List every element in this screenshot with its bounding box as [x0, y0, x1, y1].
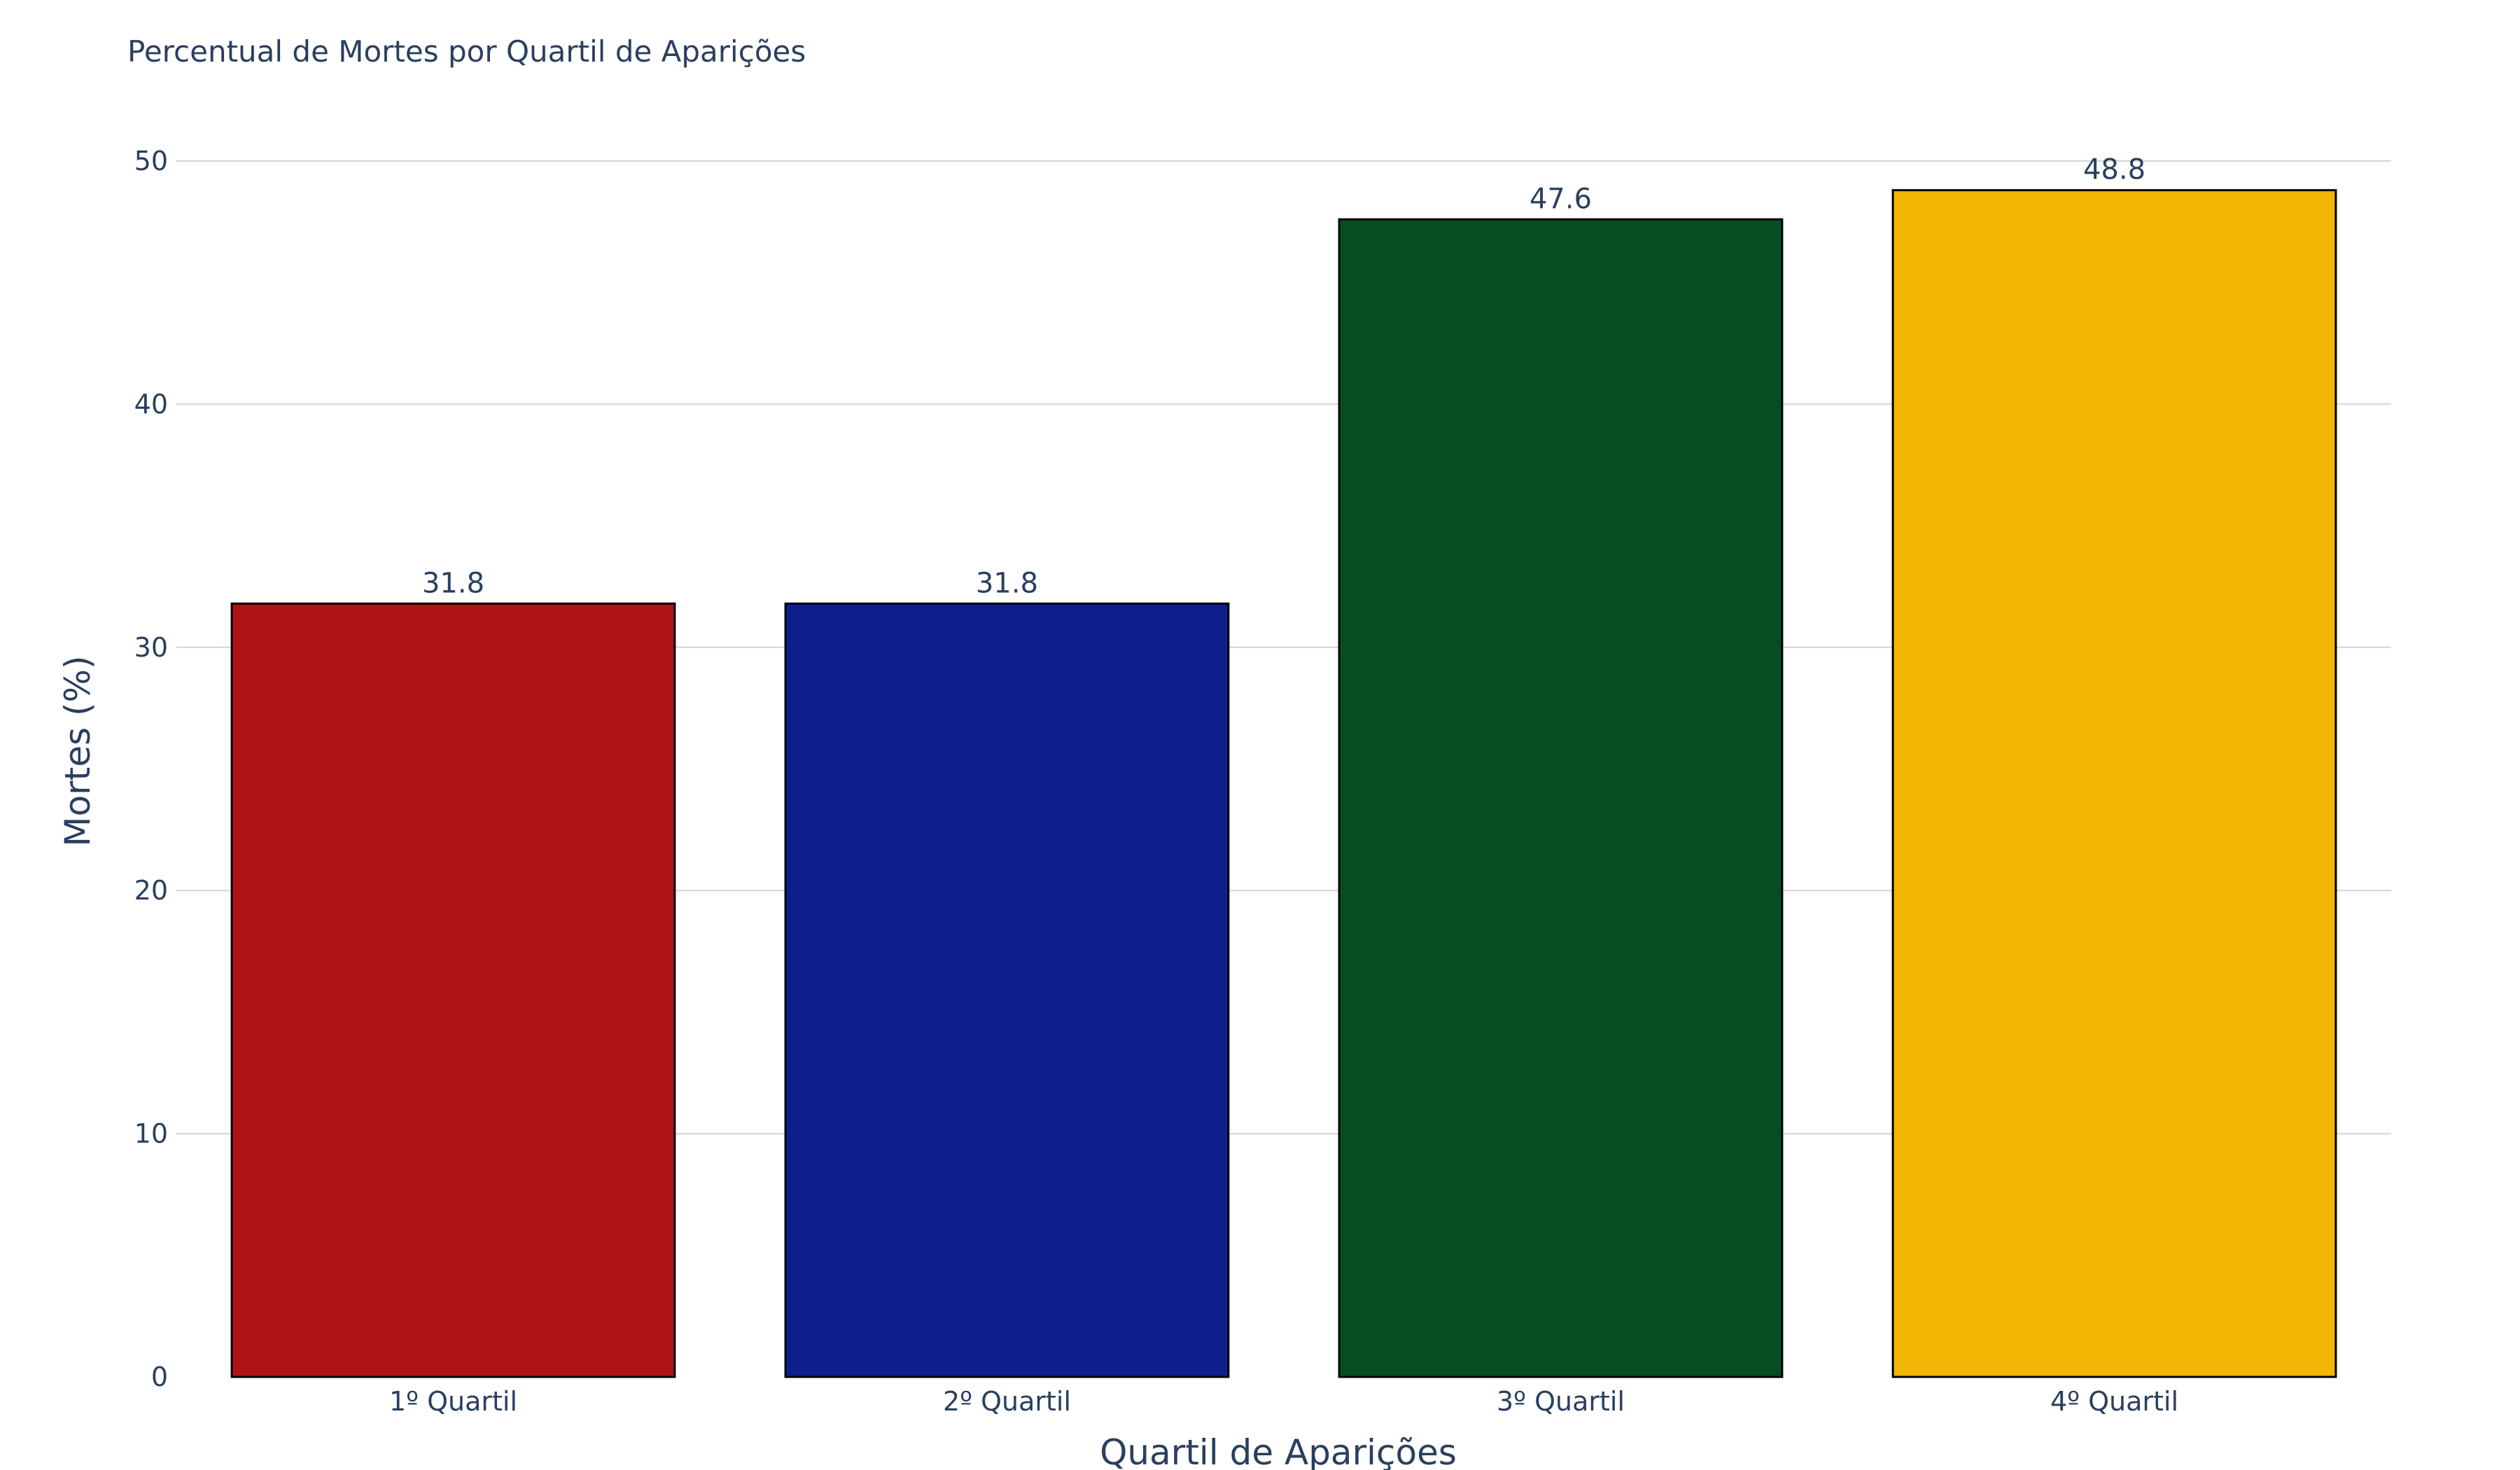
y-tick-label: 10: [134, 1119, 168, 1149]
y-tick-label: 30: [134, 632, 168, 663]
x-tick-label: 3º Quartil: [1497, 1386, 1625, 1417]
bars: [230, 189, 2337, 1378]
data-label: 31.8: [422, 567, 484, 599]
bar: [784, 602, 1230, 1378]
y-tick-label: 50: [134, 146, 168, 176]
y-axis-title: Mortes (%): [57, 655, 98, 846]
y-tick-label: 20: [134, 875, 168, 906]
bar: [1891, 189, 2337, 1378]
x-tick-label: 4º Quartil: [2050, 1386, 2178, 1417]
bar: [230, 602, 676, 1378]
data-label: 48.8: [2083, 154, 2146, 186]
x-tick-label: 2º Quartil: [943, 1386, 1071, 1417]
x-axis-title: Quartil de Aparições: [1100, 1432, 1457, 1470]
bar: [1338, 218, 1784, 1378]
data-label: 47.6: [1530, 183, 1592, 215]
data-label: 31.8: [976, 567, 1038, 599]
y-tick-label: 40: [134, 388, 168, 419]
y-axis-ticks: 0 10 20 30 40 50: [134, 146, 168, 1392]
y-tick-label: 0: [151, 1362, 168, 1392]
chart-title: Percentual de Mortes por Quartil de Apar…: [127, 34, 806, 69]
data-labels: 31.8 31.8 47.6 48.8: [422, 154, 2146, 600]
x-axis-ticks: 1º Quartil 2º Quartil 3º Quartil 4º Quartil: [389, 1386, 2178, 1417]
x-tick-label: 1º Quartil: [389, 1386, 517, 1417]
